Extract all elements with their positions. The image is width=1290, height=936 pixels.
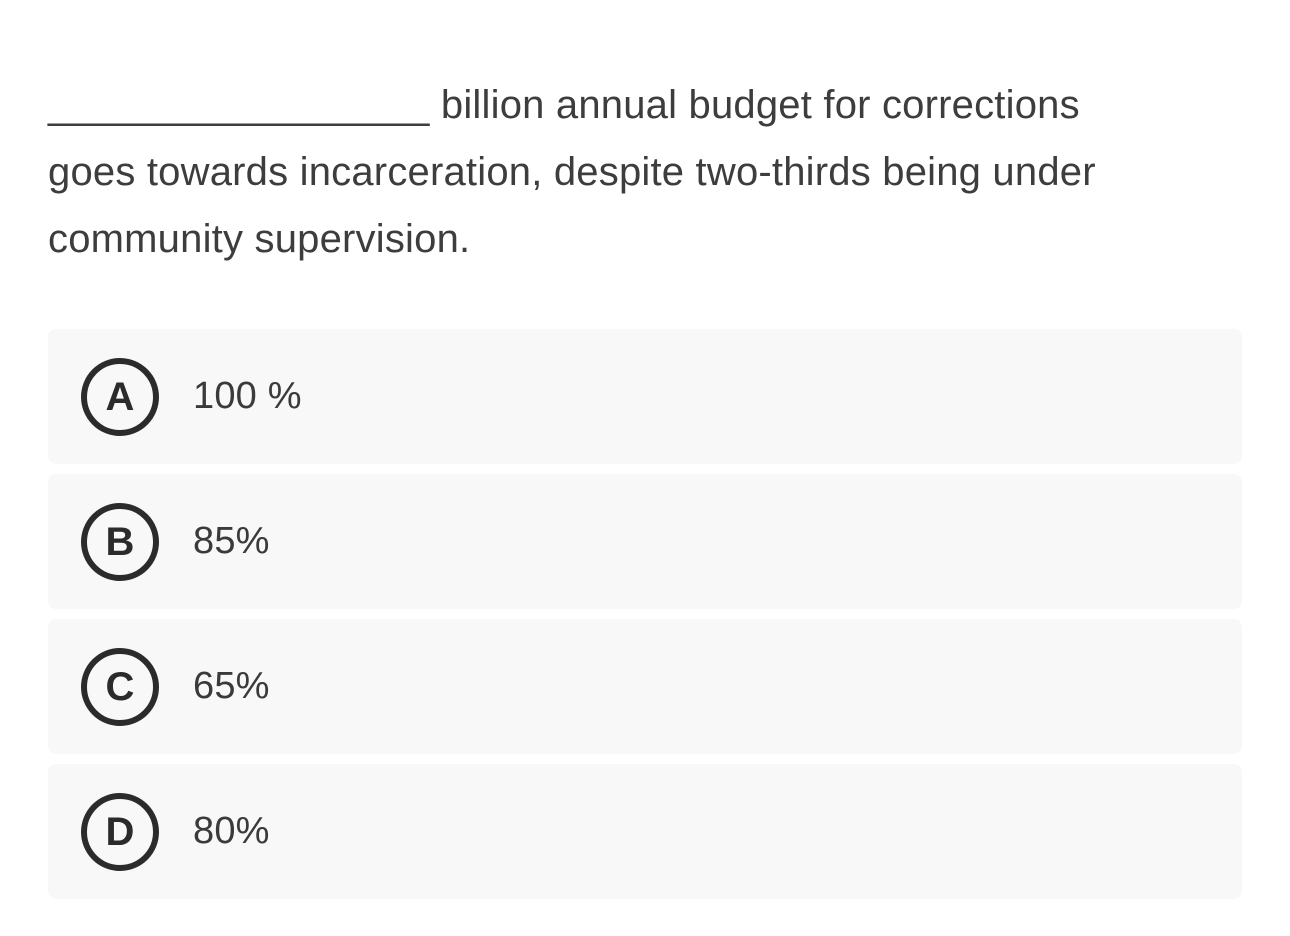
option-b[interactable]: B 85% bbox=[48, 474, 1242, 609]
option-d-label: 80% bbox=[193, 810, 270, 852]
option-c-letter-badge: C bbox=[81, 647, 159, 726]
option-c-label: 65% bbox=[193, 665, 270, 707]
option-d[interactable]: D 80% bbox=[48, 764, 1242, 899]
option-a-letter: A bbox=[105, 374, 135, 419]
option-b-letter: B bbox=[105, 519, 135, 564]
option-c[interactable]: C 65% bbox=[48, 619, 1242, 754]
option-a-letter-badge: A bbox=[81, 357, 159, 436]
option-d-letter: D bbox=[105, 809, 135, 854]
question-text: _________________ billion annual budget … bbox=[48, 72, 1242, 273]
option-b-letter-badge: B bbox=[81, 502, 159, 581]
question-line-3: community supervision. bbox=[48, 217, 471, 261]
options-list: A 100 % B 85% C 65% D 80% bbox=[48, 329, 1242, 899]
option-a-label: 100 % bbox=[193, 375, 302, 417]
question-line-1: _________________ billion annual budget … bbox=[48, 83, 1080, 127]
question-line-2: goes towards incarceration, despite two-… bbox=[48, 150, 1096, 194]
option-b-label: 85% bbox=[193, 520, 270, 562]
option-d-letter-badge: D bbox=[81, 792, 159, 871]
option-a[interactable]: A 100 % bbox=[48, 329, 1242, 464]
option-c-letter: C bbox=[105, 664, 135, 709]
